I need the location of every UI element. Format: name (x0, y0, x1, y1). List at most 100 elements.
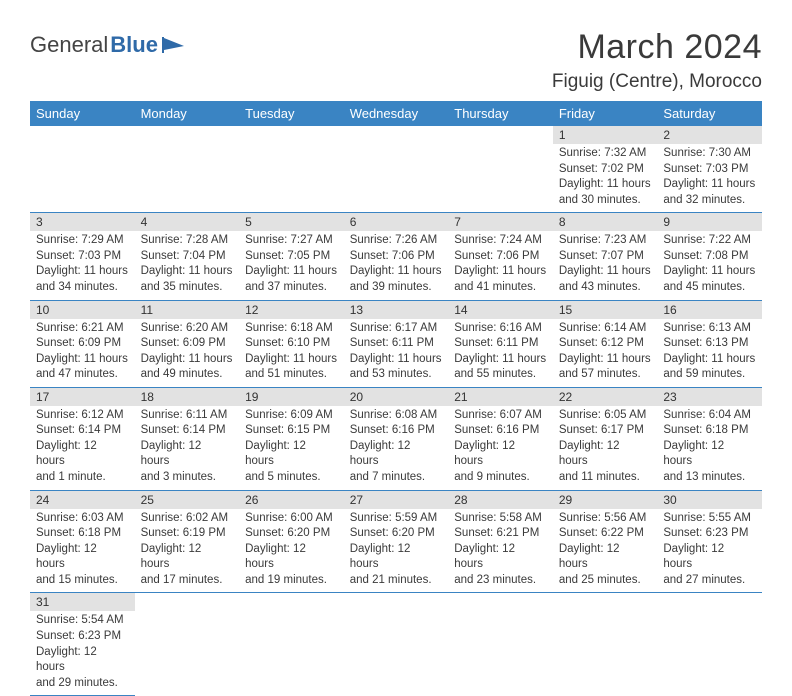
daylight-text: and 17 minutes. (141, 573, 234, 589)
daylight-text: and 3 minutes. (141, 470, 234, 486)
daylight-text: Daylight: 11 hours (245, 352, 338, 368)
sunset-text: Sunset: 6:21 PM (454, 526, 547, 542)
day-number: 8 (553, 213, 658, 231)
sunrise-text: Sunrise: 5:55 AM (663, 511, 756, 527)
day-number: 13 (344, 301, 449, 319)
calendar-cell-blank (344, 126, 449, 213)
day-number: 31 (30, 593, 135, 611)
daylight-text: Daylight: 11 hours (559, 352, 652, 368)
calendar-cell: 15Sunrise: 6:14 AMSunset: 6:12 PMDayligh… (553, 300, 658, 387)
sunrise-text: Sunrise: 6:18 AM (245, 321, 338, 337)
calendar-cell: 31Sunrise: 5:54 AMSunset: 6:23 PMDayligh… (30, 593, 135, 696)
sunset-text: Sunset: 6:15 PM (245, 423, 338, 439)
sunset-text: Sunset: 6:17 PM (559, 423, 652, 439)
calendar-cell-blank (553, 593, 658, 696)
daylight-text: and 55 minutes. (454, 367, 547, 383)
sunset-text: Sunset: 7:05 PM (245, 249, 338, 265)
calendar-cell: 20Sunrise: 6:08 AMSunset: 6:16 PMDayligh… (344, 387, 449, 490)
day-number: 16 (657, 301, 762, 319)
daylight-text: and 11 minutes. (559, 470, 652, 486)
sunset-text: Sunset: 6:23 PM (36, 629, 129, 645)
daylight-text: Daylight: 11 hours (141, 352, 234, 368)
sunset-text: Sunset: 6:18 PM (663, 423, 756, 439)
calendar-cell-blank (344, 593, 449, 696)
daylight-text: and 57 minutes. (559, 367, 652, 383)
dayname-thursday: Thursday (448, 101, 553, 126)
calendar-cell: 30Sunrise: 5:55 AMSunset: 6:23 PMDayligh… (657, 490, 762, 593)
sunset-text: Sunset: 6:23 PM (663, 526, 756, 542)
sunset-text: Sunset: 6:11 PM (350, 336, 443, 352)
daylight-text: and 7 minutes. (350, 470, 443, 486)
day-number: 19 (239, 388, 344, 406)
daylight-text: Daylight: 12 hours (36, 645, 129, 676)
logo-word2: Blue (110, 32, 158, 58)
day-number: 30 (657, 491, 762, 509)
sunrise-text: Sunrise: 6:00 AM (245, 511, 338, 527)
calendar-cell: 9Sunrise: 7:22 AMSunset: 7:08 PMDaylight… (657, 213, 762, 300)
calendar-cell: 26Sunrise: 6:00 AMSunset: 6:20 PMDayligh… (239, 490, 344, 593)
sunrise-text: Sunrise: 7:26 AM (350, 233, 443, 249)
daylight-text: and 59 minutes. (663, 367, 756, 383)
daylight-text: and 49 minutes. (141, 367, 234, 383)
sunrise-text: Sunrise: 6:11 AM (141, 408, 234, 424)
day-number: 14 (448, 301, 553, 319)
daylight-text: Daylight: 11 hours (350, 352, 443, 368)
sunrise-text: Sunrise: 5:59 AM (350, 511, 443, 527)
sunset-text: Sunset: 6:12 PM (559, 336, 652, 352)
day-number: 26 (239, 491, 344, 509)
calendar-cell: 17Sunrise: 6:12 AMSunset: 6:14 PMDayligh… (30, 387, 135, 490)
sunset-text: Sunset: 6:19 PM (141, 526, 234, 542)
day-number: 22 (553, 388, 658, 406)
sunset-text: Sunset: 6:22 PM (559, 526, 652, 542)
calendar-cell: 13Sunrise: 6:17 AMSunset: 6:11 PMDayligh… (344, 300, 449, 387)
daylight-text: Daylight: 12 hours (663, 439, 756, 470)
day-number: 17 (30, 388, 135, 406)
day-number: 7 (448, 213, 553, 231)
calendar-cell: 12Sunrise: 6:18 AMSunset: 6:10 PMDayligh… (239, 300, 344, 387)
daylight-text: and 35 minutes. (141, 280, 234, 296)
daylight-text: Daylight: 11 hours (245, 264, 338, 280)
calendar-cell: 24Sunrise: 6:03 AMSunset: 6:18 PMDayligh… (30, 490, 135, 593)
calendar-cell: 4Sunrise: 7:28 AMSunset: 7:04 PMDaylight… (135, 213, 240, 300)
sunset-text: Sunset: 6:20 PM (245, 526, 338, 542)
daylight-text: Daylight: 11 hours (141, 264, 234, 280)
day-number: 1 (553, 126, 658, 144)
daylight-text: Daylight: 12 hours (559, 542, 652, 573)
daylight-text: and 15 minutes. (36, 573, 129, 589)
daylight-text: and 1 minute. (36, 470, 129, 486)
daylight-text: and 45 minutes. (663, 280, 756, 296)
sunrise-text: Sunrise: 6:16 AM (454, 321, 547, 337)
sunset-text: Sunset: 6:16 PM (454, 423, 547, 439)
calendar-row: 3Sunrise: 7:29 AMSunset: 7:03 PMDaylight… (30, 213, 762, 300)
dayname-row: Sunday Monday Tuesday Wednesday Thursday… (30, 101, 762, 126)
dayname-saturday: Saturday (657, 101, 762, 126)
calendar-cell-blank (239, 593, 344, 696)
daylight-text: Daylight: 12 hours (141, 542, 234, 573)
calendar-row: 1Sunrise: 7:32 AMSunset: 7:02 PMDaylight… (30, 126, 762, 213)
daylight-text: Daylight: 12 hours (141, 439, 234, 470)
sunrise-text: Sunrise: 7:28 AM (141, 233, 234, 249)
daylight-text: Daylight: 12 hours (454, 542, 547, 573)
calendar-cell: 11Sunrise: 6:20 AMSunset: 6:09 PMDayligh… (135, 300, 240, 387)
calendar-cell: 2Sunrise: 7:30 AMSunset: 7:03 PMDaylight… (657, 126, 762, 213)
calendar-row: 24Sunrise: 6:03 AMSunset: 6:18 PMDayligh… (30, 490, 762, 593)
daylight-text: and 13 minutes. (663, 470, 756, 486)
calendar-cell-blank (135, 593, 240, 696)
sunset-text: Sunset: 7:08 PM (663, 249, 756, 265)
calendar-cell: 16Sunrise: 6:13 AMSunset: 6:13 PMDayligh… (657, 300, 762, 387)
daylight-text: Daylight: 11 hours (663, 352, 756, 368)
daylight-text: Daylight: 11 hours (350, 264, 443, 280)
sunrise-text: Sunrise: 6:04 AM (663, 408, 756, 424)
page-header: GeneralBlue March 2024 Figuig (Centre), … (30, 28, 762, 93)
logo: GeneralBlue (30, 28, 188, 58)
calendar-cell: 29Sunrise: 5:56 AMSunset: 6:22 PMDayligh… (553, 490, 658, 593)
sunset-text: Sunset: 6:14 PM (36, 423, 129, 439)
dayname-monday: Monday (135, 101, 240, 126)
daylight-text: and 51 minutes. (245, 367, 338, 383)
calendar-cell: 10Sunrise: 6:21 AMSunset: 6:09 PMDayligh… (30, 300, 135, 387)
day-number: 20 (344, 388, 449, 406)
calendar-cell: 25Sunrise: 6:02 AMSunset: 6:19 PMDayligh… (135, 490, 240, 593)
calendar-cell: 8Sunrise: 7:23 AMSunset: 7:07 PMDaylight… (553, 213, 658, 300)
day-number: 10 (30, 301, 135, 319)
logo-flag-icon (162, 35, 188, 55)
